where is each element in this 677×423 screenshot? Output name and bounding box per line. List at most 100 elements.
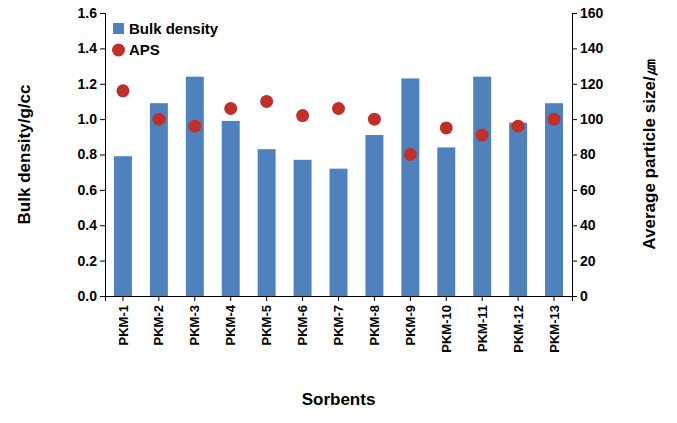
tick-label: PKM-4 <box>223 304 238 345</box>
tick-label: 120 <box>580 76 604 92</box>
tick: 1.2 <box>78 76 105 92</box>
tick: PKM-9 <box>403 296 418 345</box>
tick-label: PKM-12 <box>511 305 526 353</box>
bar <box>258 149 276 296</box>
tick: 0.2 <box>78 253 105 269</box>
tick-label: PKM-7 <box>331 305 346 345</box>
tick-label: PKM-3 <box>187 305 202 345</box>
bar <box>330 169 348 296</box>
tick-mark <box>100 155 105 156</box>
tick-mark <box>100 261 105 262</box>
marks <box>114 77 563 296</box>
axis-line <box>106 297 573 302</box>
tick: PKM-8 <box>367 296 382 345</box>
tick-label: PKM-1 <box>116 305 131 345</box>
bar <box>114 156 132 296</box>
tick-mark <box>100 48 105 49</box>
tick-label: 0.4 <box>78 217 98 233</box>
chart: 0.00.20.40.60.81.01.21.41.60204060801001… <box>0 0 677 423</box>
tick-label: 0.0 <box>78 288 98 304</box>
tick-mark <box>158 296 159 301</box>
tick: 1.6 <box>78 5 105 21</box>
tick-mark <box>100 13 105 14</box>
tick: 0.8 <box>78 146 105 162</box>
y2-axis-title: Average particle size/㎛ <box>640 59 659 249</box>
tick-mark <box>572 119 577 120</box>
bar <box>545 103 563 296</box>
legend-label: Bulk density <box>129 20 219 37</box>
tick: 0 <box>572 288 588 304</box>
tick-mark <box>482 296 483 301</box>
point <box>296 109 309 122</box>
axis-line <box>573 14 578 297</box>
y2-axis: 0 20 40 60 80 100 120 140 160 <box>572 5 604 304</box>
tick-label: PKM-11 <box>475 305 490 352</box>
tick-mark <box>572 48 577 49</box>
tick-label: PKM-5 <box>259 305 274 345</box>
tick-mark <box>518 296 519 301</box>
tick-mark <box>100 84 105 85</box>
tick: 80 <box>572 146 596 162</box>
tick-label: PKM-10 <box>439 305 454 353</box>
tick-mark <box>122 296 123 301</box>
tick: PKM-4 <box>223 296 238 345</box>
tick-label: 1.0 <box>78 111 98 127</box>
tick-mark <box>100 119 105 120</box>
tick-label: 1.6 <box>78 5 98 21</box>
tick-mark <box>572 261 577 262</box>
tick: 160 <box>572 5 604 21</box>
point <box>260 95 273 108</box>
tick-label: 80 <box>580 146 596 162</box>
tick: 140 <box>572 40 604 56</box>
tick: 20 <box>572 253 596 269</box>
tick: PKM-5 <box>259 296 274 345</box>
tick-label: 20 <box>580 253 596 269</box>
tick-mark <box>338 296 339 301</box>
point <box>332 102 345 115</box>
point <box>368 113 381 126</box>
tick-label: 0.6 <box>78 182 98 198</box>
bar <box>437 147 455 296</box>
tick: 100 <box>572 111 604 127</box>
legend-label: APS <box>129 41 160 58</box>
tick-mark <box>230 296 231 301</box>
tick: PKM-2 <box>151 296 166 345</box>
bar <box>365 135 383 296</box>
tick-mark <box>100 296 105 297</box>
bar <box>222 121 240 296</box>
x-axis: PKM-1PKM-2PKM-3PKM-4PKM-5PKM-6PKM-7PKM-8… <box>106 296 573 353</box>
tick-label: 0 <box>580 288 588 304</box>
bar <box>509 123 527 296</box>
point <box>116 84 129 97</box>
tick-label: 100 <box>580 111 604 127</box>
tick-mark <box>572 225 577 226</box>
tick-mark <box>194 296 195 301</box>
tick-label: PKM-13 <box>547 305 562 353</box>
series-1 <box>116 84 560 161</box>
y-axis: 0.00.20.40.60.81.01.21.41.6 <box>78 5 106 304</box>
tick: 1.0 <box>78 111 105 127</box>
point <box>548 113 561 126</box>
tick-mark <box>572 13 577 14</box>
tick-mark <box>572 84 577 85</box>
bar <box>473 77 491 296</box>
tick-mark <box>572 155 577 156</box>
tick-mark <box>446 296 447 301</box>
legend-swatch <box>112 44 125 57</box>
legend-item: Bulk density <box>113 20 219 37</box>
legend-swatch <box>113 23 124 34</box>
tick-mark <box>572 190 577 191</box>
axis-line <box>100 14 106 297</box>
tick: 0.0 <box>78 288 105 304</box>
series-0 <box>114 77 563 296</box>
tick-label: 140 <box>580 40 604 56</box>
tick: PKM-11 <box>475 296 490 352</box>
bar <box>150 103 168 296</box>
tick-label: 1.2 <box>78 76 98 92</box>
tick-label: 60 <box>580 182 596 198</box>
tick-label: 160 <box>580 5 604 21</box>
point <box>440 121 453 134</box>
tick: 40 <box>572 217 596 233</box>
tick-mark <box>410 296 411 301</box>
tick-mark <box>100 190 105 191</box>
